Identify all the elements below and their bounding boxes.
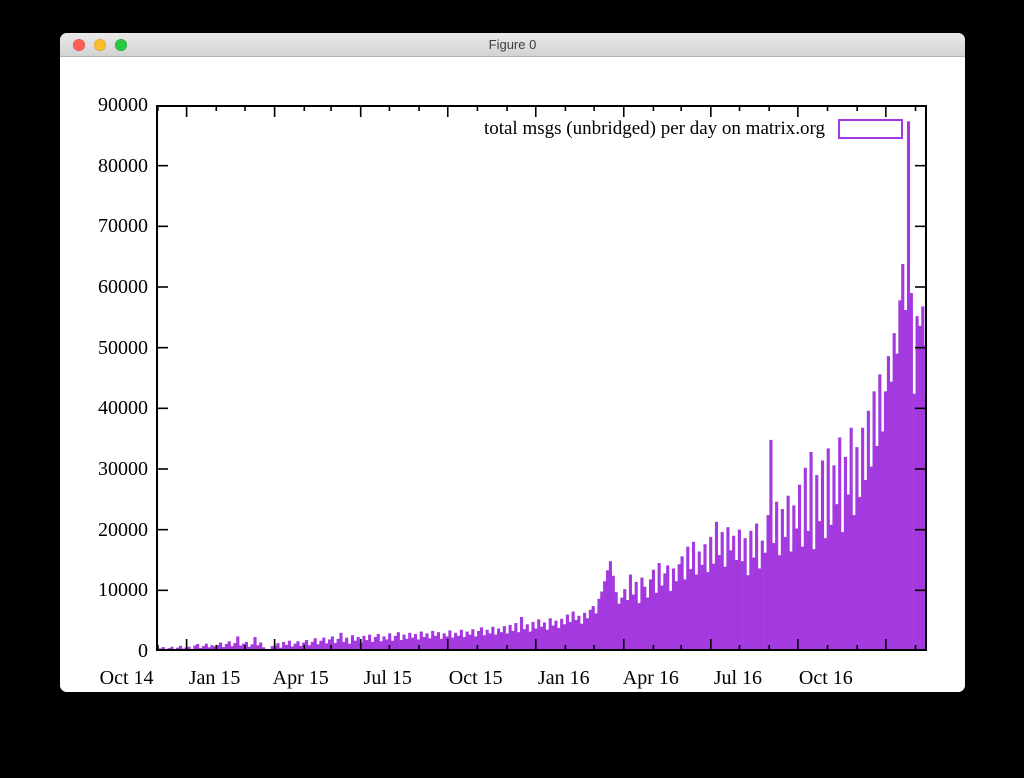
x-tick-label: Apr 16 xyxy=(622,667,679,689)
window-title: Figure 0 xyxy=(488,37,537,52)
legend-key-box xyxy=(838,119,903,139)
x-tick-label: Jul 15 xyxy=(363,667,412,689)
x-tick-label: Oct 16 xyxy=(798,667,853,689)
y-tick-label: 30000 xyxy=(98,458,148,480)
y-tick-label: 10000 xyxy=(98,579,148,602)
close-button[interactable] xyxy=(73,38,85,51)
plot-area: total msgs (unbridged) per day on matrix… xyxy=(156,105,927,651)
y-tick-label: 80000 xyxy=(98,154,148,177)
x-tick-label: Oct 14 xyxy=(99,667,154,689)
y-tick-label: 50000 xyxy=(98,336,148,359)
minimize-button[interactable] xyxy=(94,38,106,51)
plot-border xyxy=(156,105,927,651)
y-tick-label: 70000 xyxy=(98,215,148,238)
legend-label: total msgs (unbridged) per day on matrix… xyxy=(483,118,825,139)
x-tick-label: Oct 15 xyxy=(448,667,503,689)
y-tick-label: 20000 xyxy=(98,518,148,541)
traffic-lights xyxy=(73,33,127,56)
y-tick-label: 40000 xyxy=(98,397,148,420)
x-tick-label: Jul 16 xyxy=(713,667,763,689)
y-tick-label: 60000 xyxy=(98,276,148,298)
figure-window: Figure 0 total msgs (unbridged) per day … xyxy=(60,33,965,692)
axis-ticks xyxy=(157,106,926,650)
figure-canvas: total msgs (unbridged) per day on matrix… xyxy=(60,57,965,692)
x-tick-label: Jan 16 xyxy=(537,667,590,689)
bar-series xyxy=(156,121,927,651)
y-tick-label: 0 xyxy=(138,640,148,662)
y-tick-label: 90000 xyxy=(98,94,148,116)
zoom-button[interactable] xyxy=(115,38,127,51)
legend: total msgs (unbridged) per day on matrix… xyxy=(484,118,903,140)
bar-chart xyxy=(156,105,927,651)
x-tick-label: Jan 15 xyxy=(188,667,241,689)
window-titlebar[interactable]: Figure 0 xyxy=(60,33,965,57)
x-tick-label: Apr 15 xyxy=(272,667,329,689)
